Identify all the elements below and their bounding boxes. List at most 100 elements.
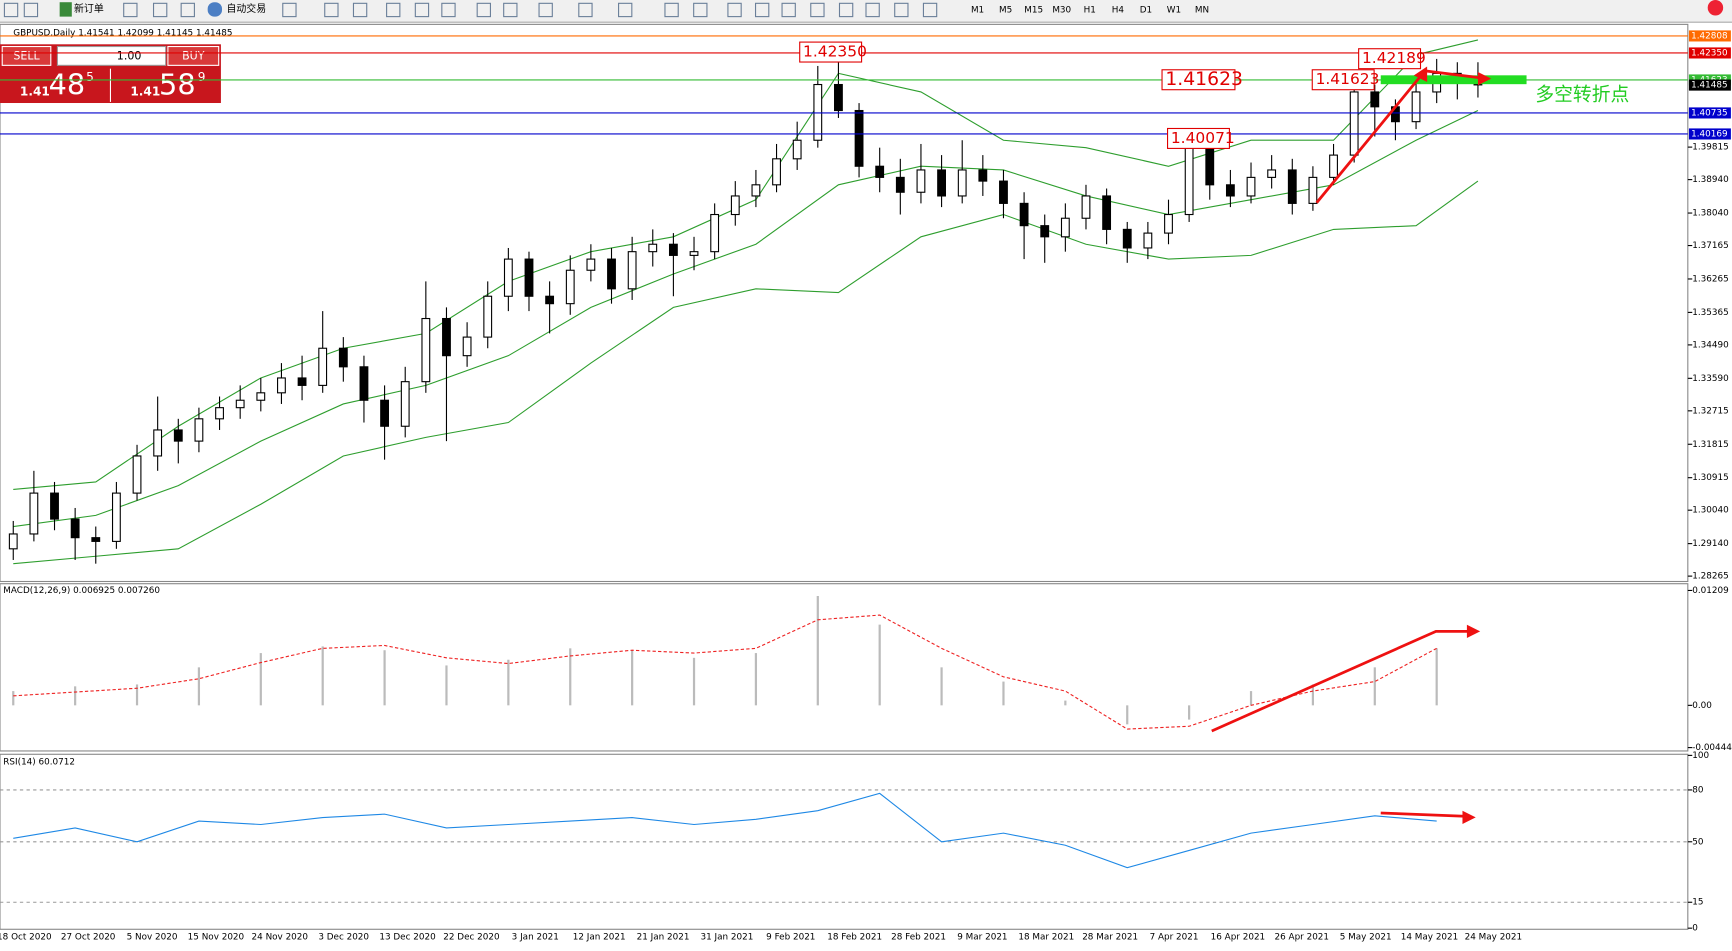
rsi-line bbox=[13, 792, 1437, 869]
toolbar-icon[interactable] bbox=[781, 2, 796, 18]
toolbar-icon[interactable] bbox=[538, 2, 553, 18]
sell-price-frac[interactable]: 5 bbox=[86, 70, 94, 84]
candle-body bbox=[1184, 147, 1194, 216]
toolbar-icon[interactable] bbox=[152, 2, 168, 18]
x-tick-label: 5 Nov 2020 bbox=[127, 933, 178, 943]
lot-input[interactable] bbox=[56, 45, 167, 66]
toolbar-icon[interactable] bbox=[123, 2, 138, 18]
annotation: 1.41623 bbox=[1165, 69, 1243, 90]
x-tick-label: 24 May 2021 bbox=[1465, 933, 1522, 943]
toolbar-icon[interactable] bbox=[441, 2, 456, 18]
toolbar-icon[interactable] bbox=[664, 2, 679, 18]
x-tick-label: 22 Dec 2020 bbox=[443, 933, 500, 943]
candle-body bbox=[1267, 169, 1277, 178]
candle-body bbox=[1164, 213, 1173, 234]
toolbar-icon[interactable] bbox=[503, 2, 518, 18]
toolbar-icon[interactable] bbox=[476, 2, 491, 18]
candle-body bbox=[710, 213, 720, 253]
timeframe-button[interactable]: MN bbox=[1195, 5, 1209, 15]
timeframe-button[interactable]: M5 bbox=[999, 5, 1012, 15]
toolbar-icon[interactable] bbox=[810, 2, 825, 18]
toolbar-icon[interactable] bbox=[3, 2, 19, 18]
annotation-box bbox=[1161, 69, 1236, 91]
y-tick-label: 15 bbox=[1692, 898, 1703, 908]
timeframe-button[interactable]: M30 bbox=[1052, 5, 1071, 15]
icon[interactable] bbox=[207, 2, 223, 17]
candle-body bbox=[565, 269, 575, 305]
x-tick-label: 15 Nov 2020 bbox=[188, 933, 245, 943]
sell-label[interactable]: SELL bbox=[13, 49, 40, 62]
toolbar-icon[interactable] bbox=[838, 2, 854, 18]
toolbar-button[interactable]: 自动交易 bbox=[226, 2, 266, 15]
timeframe-button[interactable]: W1 bbox=[1167, 5, 1181, 15]
lot-value[interactable]: 1.00 bbox=[117, 49, 142, 62]
arrow-head bbox=[1466, 624, 1481, 638]
annotation: 1.40071 bbox=[1171, 129, 1235, 147]
candle-body bbox=[400, 381, 410, 427]
candle-body bbox=[421, 317, 431, 383]
toolbar-icon[interactable] bbox=[894, 2, 909, 18]
buy-price-pips[interactable]: 58 bbox=[159, 67, 196, 101]
toolbar-icon[interactable] bbox=[865, 2, 880, 18]
sell-button[interactable] bbox=[1, 45, 52, 66]
y-tick-label: 0.01209 bbox=[1692, 586, 1728, 596]
candle-body bbox=[1040, 225, 1050, 238]
y-tick-label: 1.37165 bbox=[1692, 241, 1728, 251]
y-tick-label: 1.32715 bbox=[1692, 406, 1728, 416]
toolbar-icon[interactable] bbox=[386, 2, 401, 18]
toolbar-icon[interactable] bbox=[618, 2, 633, 18]
toolbar-icon[interactable] bbox=[352, 2, 368, 18]
annotation-box bbox=[1358, 48, 1422, 70]
notification[interactable] bbox=[1707, 0, 1724, 16]
annotation-box bbox=[1311, 69, 1375, 91]
timeframe-button[interactable]: M1 bbox=[971, 5, 984, 15]
annotation-box bbox=[1167, 127, 1230, 149]
toolbar-icon[interactable] bbox=[754, 2, 770, 18]
candle-body bbox=[194, 418, 204, 442]
x-tick-label: 9 Mar 2021 bbox=[957, 933, 1007, 943]
candle-body bbox=[1411, 91, 1421, 123]
timeframe-button[interactable]: H4 bbox=[1112, 5, 1125, 15]
timeframe-button[interactable]: M15 bbox=[1024, 5, 1043, 15]
y-tick-label: 1.36265 bbox=[1692, 274, 1728, 284]
y-tick-label: 1.33590 bbox=[1692, 374, 1729, 384]
arrow-head bbox=[1413, 66, 1428, 82]
icon[interactable] bbox=[59, 2, 72, 17]
level-price-label: 1.40169 bbox=[1691, 129, 1727, 139]
candle-body bbox=[380, 399, 390, 427]
y-tick-label: 1.38040 bbox=[1692, 209, 1729, 219]
toolbar-icon[interactable] bbox=[180, 2, 195, 18]
candle-body bbox=[1370, 91, 1380, 108]
annotation: 1.42350 bbox=[803, 43, 867, 61]
candle-body bbox=[277, 377, 286, 394]
annotation: 1.41623 bbox=[1316, 70, 1380, 88]
toolbar-icon[interactable] bbox=[693, 2, 708, 18]
toolbar-icon[interactable] bbox=[922, 2, 938, 18]
buy-button[interactable] bbox=[167, 45, 220, 66]
toolbar-icon[interactable] bbox=[324, 2, 339, 18]
macd-title: MACD(12,26,9) 0.006925 0.007260 bbox=[3, 586, 160, 596]
toolbar-icon[interactable] bbox=[282, 2, 297, 18]
toolbar-icon[interactable] bbox=[727, 2, 742, 18]
y-tick-label: 0.00 bbox=[1692, 701, 1712, 711]
toolbar-button[interactable]: 新订单 bbox=[74, 2, 104, 15]
buy-price-frac[interactable]: 9 bbox=[198, 70, 206, 84]
sell-price-big[interactable]: 1.41 bbox=[20, 84, 50, 98]
candle-body bbox=[957, 169, 967, 197]
toolbar-icon[interactable] bbox=[23, 2, 39, 18]
buy-label[interactable]: BUY bbox=[182, 49, 205, 62]
toolbar-icon[interactable] bbox=[414, 2, 430, 18]
candle-body bbox=[1205, 147, 1215, 186]
buy-price-big[interactable]: 1.41 bbox=[130, 84, 160, 98]
arrow-head bbox=[1462, 810, 1476, 825]
level-price-box bbox=[1688, 30, 1731, 42]
timeframe-button[interactable]: D1 bbox=[1140, 5, 1152, 15]
timeframe-button[interactable]: H1 bbox=[1084, 5, 1096, 15]
candle-body bbox=[854, 109, 864, 167]
candle-body bbox=[338, 347, 348, 368]
sell-price-pips[interactable]: 48 bbox=[49, 67, 86, 101]
x-tick-label: 12 Jan 2021 bbox=[573, 933, 626, 943]
y-tick-label: 1.30040 bbox=[1692, 506, 1729, 516]
candle-body bbox=[173, 429, 183, 442]
toolbar-icon[interactable] bbox=[578, 2, 593, 18]
